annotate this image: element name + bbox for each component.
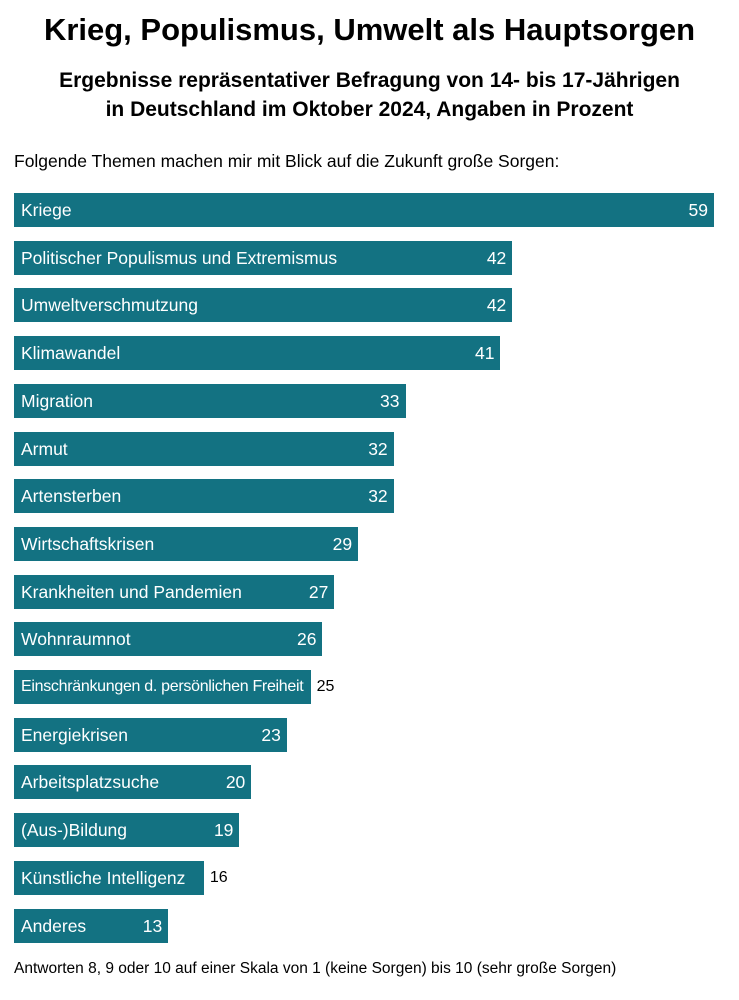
chart-footnote: Antworten 8, 9 oder 10 auf einer Skala v… xyxy=(14,960,617,977)
bar-value: 26 xyxy=(297,629,317,650)
bar xyxy=(14,526,359,561)
bar xyxy=(14,622,323,657)
bar xyxy=(14,431,394,466)
bar-label: Künstliche Intelligenz xyxy=(21,867,186,888)
bar-label: Kriege xyxy=(21,200,72,220)
bar-label: Migration xyxy=(21,390,93,411)
bar-label: Politischer Populismus und Extremismus xyxy=(21,247,338,268)
bar xyxy=(14,383,406,418)
bar-value: 32 xyxy=(368,438,388,459)
bar-value: 33 xyxy=(380,390,400,411)
bar-label: Krankheiten und Pandemien xyxy=(21,581,242,602)
bar-value: 19 xyxy=(213,820,234,841)
bar xyxy=(14,908,169,943)
bar xyxy=(14,670,311,704)
bar xyxy=(14,813,240,848)
bar-value: 42 xyxy=(486,295,507,316)
bar xyxy=(14,240,513,275)
bar-value: 41 xyxy=(474,343,495,364)
chart-title: Krieg, Populismus, Umwelt als Hauptsorge… xyxy=(43,12,696,47)
subtitle-line-1: Ergebnisse repräsentativer Befragung von… xyxy=(59,69,680,92)
bar-value: 25 xyxy=(316,678,335,695)
bar-value: 59 xyxy=(688,200,708,220)
bar xyxy=(14,717,287,752)
bar-label: Wohnraumnot xyxy=(21,629,131,650)
bar-label: Umweltverschmutzung xyxy=(21,295,198,316)
bar-value: 13 xyxy=(142,915,163,936)
bar xyxy=(14,288,513,323)
bar-label: Wirtschaftskrisen xyxy=(21,533,155,554)
bar-label: Anderes xyxy=(21,915,87,936)
bar-label: Arbeitsplatzsuche xyxy=(21,772,160,793)
chart-subtitle: Ergebnisse repräsentativer Befragung von… xyxy=(0,66,739,124)
bar-value: 42 xyxy=(486,247,507,268)
bar-value: 20 xyxy=(225,772,246,793)
bar-label: Artensterben xyxy=(21,486,122,507)
chart-intro: Folgende Themen machen mir mit Blick auf… xyxy=(14,151,560,171)
bar xyxy=(14,336,501,371)
bar-value: 29 xyxy=(332,533,353,554)
bar xyxy=(14,765,252,800)
bar-label: Armut xyxy=(21,438,68,459)
bar-label: (Aus-)Bildung xyxy=(21,820,128,841)
bar xyxy=(14,574,335,609)
bar-value: 27 xyxy=(308,581,329,602)
bar-value: 32 xyxy=(368,486,388,507)
subtitle-line-2: in Deutschland im Oktober 2024, Angaben … xyxy=(105,98,634,121)
bar xyxy=(14,479,394,514)
bar-label: Klimawandel xyxy=(21,343,121,364)
bar-label: Einschränkungen d. persönlichen Freiheit xyxy=(21,678,304,695)
bar xyxy=(14,193,714,227)
bar-value: 16 xyxy=(209,868,228,886)
bar xyxy=(14,860,204,895)
bar-label: Energiekrisen xyxy=(21,724,128,745)
bar-value: 23 xyxy=(261,724,281,745)
